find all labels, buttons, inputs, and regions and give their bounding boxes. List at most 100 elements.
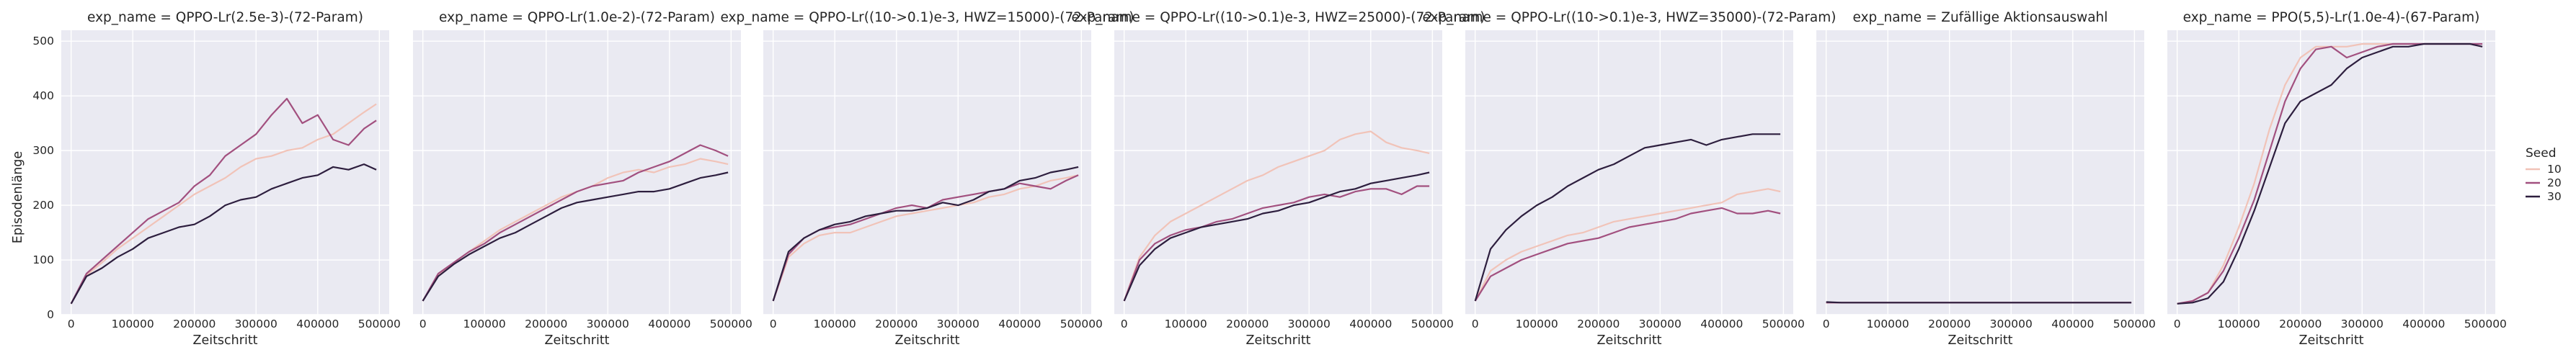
panel-title: exp_name = QPPO-Lr(2.5e-3)-(72-Param) [87, 10, 363, 25]
x-tick-label: 0 [419, 318, 427, 330]
x-tick-label: 200000 [173, 318, 216, 330]
x-tick-label: 100000 [112, 318, 154, 330]
legend-entry-10: 10 [2526, 163, 2562, 176]
panel-5: exp_name = QPPO-Lr((10->0.1)e-3, HWZ=350… [1422, 10, 1836, 348]
panel-title: exp_name = QPPO-Lr((10->0.1)e-3, HWZ=350… [1422, 10, 1836, 25]
series-line-seed-10 [70, 103, 377, 305]
x-axis-label: Zeitschritt [1245, 333, 1310, 348]
x-tick-label: 0 [770, 318, 777, 330]
x-tick-label: 500000 [2464, 318, 2507, 330]
x-tick-label: 100000 [1516, 318, 1558, 330]
series-line-seed-30 [70, 163, 377, 305]
legend-entry-30: 30 [2526, 190, 2562, 203]
y-axis-label: Episodenlänge [11, 151, 25, 243]
y-tick-label: 200 [32, 199, 54, 212]
x-tick-label: 400000 [998, 318, 1041, 330]
x-tick-label: 300000 [235, 318, 277, 330]
x-tick-label: 500000 [2113, 318, 2156, 330]
grid [1816, 30, 2144, 315]
plot-background [61, 30, 389, 315]
plot-background [1114, 30, 1442, 315]
series-line-seed-30 [1826, 301, 2132, 304]
x-tick-label: 300000 [1288, 318, 1331, 330]
grid [1114, 30, 1442, 315]
series-line-seed-20 [1474, 207, 1781, 302]
plot-background [2167, 30, 2495, 315]
legend-label: 20 [2547, 176, 2562, 189]
plot-background [1465, 30, 1793, 315]
chart-panels: exp_name = QPPO-Lr(2.5e-3)-(72-Param) 0 10… [32, 10, 2507, 348]
panel-title: exp_name = QPPO-Lr(1.0e-2)-(72-Param) [439, 10, 715, 25]
panel-title: exp_name = Zufällige Aktionsauswahl [1853, 10, 2108, 25]
y-tick-label: 300 [32, 144, 54, 157]
legend-label: 30 [2547, 190, 2562, 203]
series-line-seed-10 [1123, 130, 1430, 302]
grid [61, 30, 389, 315]
x-tick-label: 500000 [358, 318, 401, 330]
panel-title: exp_name = QPPO-Lr((10->0.1)e-3, HWZ=150… [720, 10, 1134, 25]
plot-background [763, 30, 1091, 315]
panel-7: exp_name = PPO(5,5)-Lr(1.0e-4)-(67-Param… [2167, 10, 2507, 348]
series-line-seed-20 [70, 97, 377, 305]
plot-background [1816, 30, 2144, 315]
y-tick-label: 400 [32, 89, 54, 102]
x-tick-label: 100000 [1165, 318, 1207, 330]
x-tick-label: 300000 [2341, 318, 2384, 330]
series-line-seed-10 [772, 174, 1079, 302]
x-tick-label: 100000 [1867, 318, 1909, 330]
x-tick-label: 200000 [1226, 318, 1269, 330]
plot-background [413, 30, 741, 315]
series-line-seed-10 [1474, 188, 1781, 302]
panel-6: exp_name = Zufällige Aktionsauswahl 0 1000… [1816, 10, 2156, 348]
x-axis-label: Zeitschritt [894, 333, 959, 348]
grid [763, 30, 1091, 315]
x-axis-label: Zeitschritt [2299, 333, 2363, 348]
x-axis-label: Zeitschritt [1596, 333, 1661, 348]
x-tick-label: 100000 [814, 318, 856, 330]
x-tick-label: 200000 [2279, 318, 2322, 330]
x-tick-label: 300000 [1639, 318, 1682, 330]
x-tick-label: 400000 [296, 318, 339, 330]
y-axis-label-group: Episodenlänge [11, 151, 25, 243]
x-tick-label: 0 [1823, 318, 1830, 330]
x-tick-label: 500000 [710, 318, 752, 330]
series-line-seed-20 [422, 144, 729, 302]
panel-title: exp_name = QPPO-Lr((10->0.1)e-3, HWZ=250… [1071, 10, 1485, 25]
x-tick-label: 100000 [463, 318, 506, 330]
panel-title: exp_name = PPO(5,5)-Lr(1.0e-4)-(67-Param… [2183, 10, 2480, 25]
x-tick-label: 200000 [525, 318, 567, 330]
y-tick-label: 500 [32, 35, 54, 48]
grid [413, 30, 741, 315]
x-axis-label: Zeitschritt [544, 333, 609, 348]
series-line-seed-20 [1123, 185, 1430, 302]
series-line-seed-30 [1474, 133, 1781, 302]
x-tick-label: 0 [68, 318, 75, 330]
x-tick-label: 400000 [2051, 318, 2094, 330]
grid [2167, 30, 2495, 315]
x-tick-label: 500000 [1411, 318, 1454, 330]
panel-1: exp_name = QPPO-Lr(2.5e-3)-(72-Param) 0 10… [32, 10, 401, 348]
series-line-seed-30 [422, 171, 729, 302]
x-tick-label: 0 [1121, 318, 1128, 330]
x-tick-label: 300000 [1990, 318, 2033, 330]
x-tick-label: 400000 [2402, 318, 2445, 330]
series-line-seed-30 [2177, 42, 2483, 305]
legend-title: Seed [2526, 146, 2557, 161]
x-tick-label: 500000 [1060, 318, 1103, 330]
x-tick-label: 200000 [1928, 318, 1971, 330]
series-line-seed-30 [772, 166, 1079, 302]
x-tick-label: 0 [2174, 318, 2181, 330]
x-tick-label: 400000 [1349, 318, 1392, 330]
x-tick-label: 400000 [648, 318, 690, 330]
y-tick-label: 100 [32, 253, 54, 266]
x-tick-label: 200000 [875, 318, 918, 330]
x-tick-label: 200000 [1577, 318, 1620, 330]
series-line-seed-30 [1123, 171, 1430, 302]
legend-entry-20: 20 [2526, 176, 2562, 189]
x-tick-label: 0 [1472, 318, 1479, 330]
x-axis-label: Zeitschritt [1947, 333, 2012, 348]
grid [1465, 30, 1793, 315]
